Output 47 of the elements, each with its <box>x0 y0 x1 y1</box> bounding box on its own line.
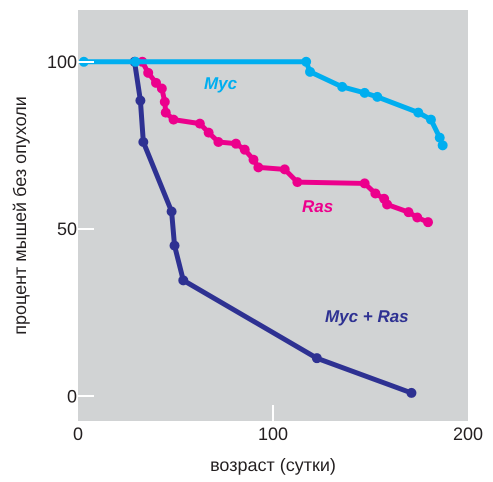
x-tick-label: 200 <box>452 424 484 444</box>
point <box>434 132 445 143</box>
x-axis-title: возраст (сутки) <box>210 455 336 476</box>
point <box>372 92 382 102</box>
point <box>292 177 302 188</box>
point <box>280 164 290 174</box>
point <box>305 66 316 77</box>
point <box>168 114 179 125</box>
point <box>156 84 167 94</box>
point <box>426 114 436 125</box>
point <box>360 88 370 98</box>
point <box>230 138 241 149</box>
point <box>404 207 414 218</box>
point <box>360 178 370 188</box>
point <box>204 128 214 138</box>
series-label: Myc <box>204 74 238 93</box>
y-tick-label: 50 <box>56 219 77 240</box>
point <box>160 108 171 118</box>
point <box>301 56 312 67</box>
point <box>406 388 416 398</box>
series-label: Myc + Ras <box>325 307 409 326</box>
point <box>423 217 434 228</box>
point <box>370 188 380 198</box>
point <box>166 206 177 216</box>
point <box>337 82 348 92</box>
point <box>151 78 161 88</box>
point <box>194 118 205 129</box>
point <box>438 140 448 150</box>
y-tick-label: 100 <box>46 52 77 72</box>
point <box>143 68 154 78</box>
point <box>312 353 322 364</box>
y-tick-label: 0 <box>66 386 77 406</box>
point <box>412 212 422 222</box>
point <box>138 136 148 147</box>
point <box>135 96 146 106</box>
point <box>253 162 264 172</box>
x-tick-label: 100 <box>258 424 288 444</box>
point <box>160 96 170 107</box>
point <box>382 199 392 210</box>
point <box>413 108 424 118</box>
point <box>248 154 258 165</box>
y-axis-title: процент мышей без опухоли <box>10 96 30 335</box>
point <box>240 144 250 155</box>
point <box>213 136 224 147</box>
series-label: Ras <box>302 197 334 216</box>
point <box>170 240 180 251</box>
point <box>178 275 188 286</box>
